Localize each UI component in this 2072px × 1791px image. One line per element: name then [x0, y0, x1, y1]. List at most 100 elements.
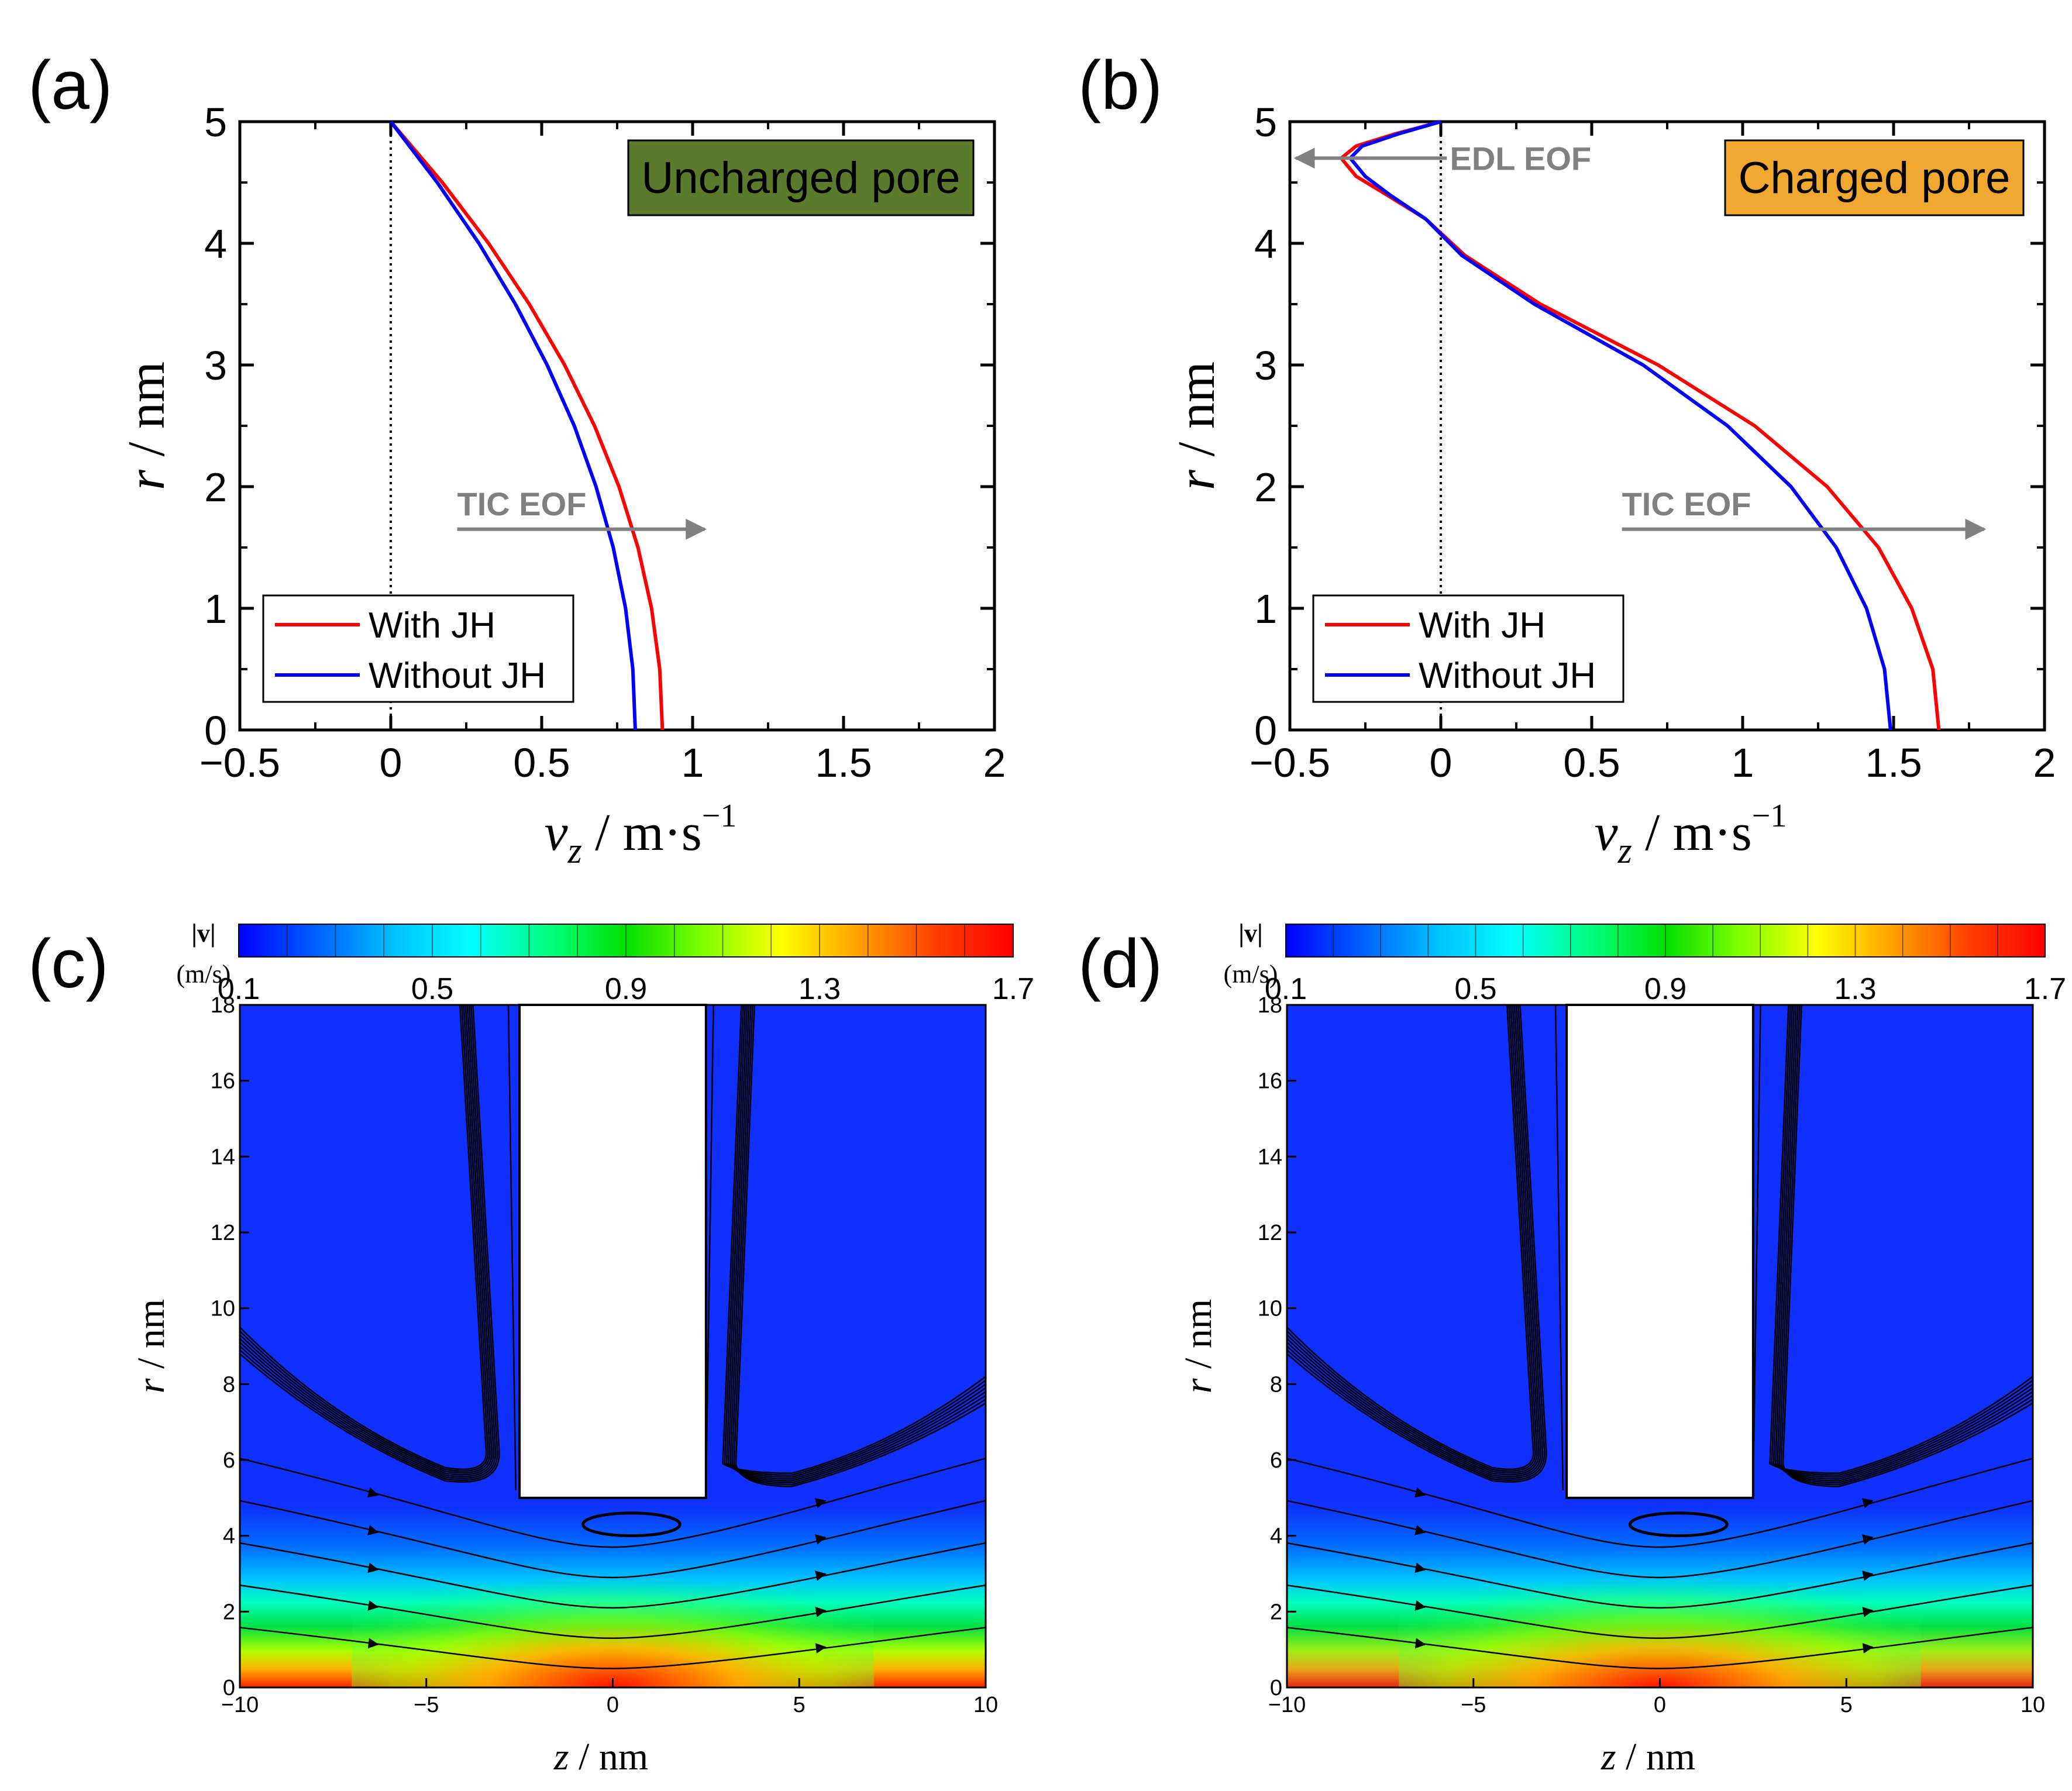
streamline: [1286, 1542, 2033, 1609]
streamline-bundle-left: [1286, 1004, 1540, 1476]
streamline: [239, 1627, 986, 1669]
streamline-arrow: [815, 1643, 827, 1654]
streamlines: [239, 1004, 986, 1669]
legend-entry: With JH: [369, 605, 495, 646]
x-tick-label: 0: [607, 1693, 619, 1717]
x-axis-subscript: z: [1617, 831, 1632, 871]
series-line-with-jh: [389, 120, 665, 731]
x-axis-symbol: v: [1595, 804, 1618, 862]
y-axis-symbol: r: [1177, 1378, 1220, 1393]
y-tick-label: 5: [204, 99, 227, 145]
wall-streamline: [507, 1004, 517, 1490]
x-tick-label: 0.5: [1563, 740, 1620, 786]
y-tick-label: 0: [204, 708, 227, 753]
membrane-wall: [1565, 1004, 1754, 1499]
streamline-bundle-right: [722, 1004, 986, 1474]
y-axis-symbol: r: [1168, 469, 1226, 490]
x-axis-symbol: v: [545, 804, 568, 862]
x-tick-label: −0.5: [199, 740, 280, 786]
streamline-bundle-left: [1286, 1004, 1538, 1474]
streamline: [239, 1542, 986, 1609]
streamline: [1286, 1627, 2033, 1669]
y-tick-label: 14: [211, 1145, 235, 1169]
streamline-bundle-left: [239, 1004, 493, 1476]
y-axis-unit: / nm: [130, 1299, 173, 1379]
x-axis-subscript: z: [567, 831, 582, 871]
y-tick-label: 3: [204, 343, 227, 388]
y-tick-label: 4: [1270, 1524, 1282, 1549]
y-tick-label: 16: [1258, 1069, 1282, 1094]
streamline-bundle-left: [1286, 1004, 1546, 1481]
legend-entry: Without JH: [1419, 656, 1596, 696]
y-tick-label: 6: [223, 1448, 235, 1473]
y-axis-symbol: r: [118, 469, 175, 490]
y-tick-label: 8: [1270, 1372, 1282, 1397]
streamline-arrow: [367, 1562, 379, 1573]
streamline-arrow: [815, 1607, 827, 1617]
panel-a-letter: (a): [28, 47, 112, 124]
x-tick-label: 2: [2033, 740, 2056, 786]
membrane-wall: [518, 1004, 707, 1499]
streamline-bundle-left: [239, 1004, 487, 1470]
x-tick-label: 1: [1732, 740, 1754, 786]
streamline-arrow: [1414, 1487, 1426, 1498]
colorbar-tick-label: 1.3: [798, 972, 841, 1006]
y-tick-label: 0: [223, 1676, 235, 1700]
wall-streamline: [1554, 1004, 1564, 1490]
x-axis-unit: / nm: [569, 1735, 649, 1778]
y-axis-unit: / nm: [1177, 1299, 1220, 1379]
x-tick-label: 0: [1430, 740, 1453, 786]
x-tick-label: 10: [2021, 1693, 2045, 1717]
colorbar-tick-label: 0.5: [1454, 972, 1496, 1006]
streamlines: [1286, 1004, 2033, 1669]
streamline-bundle-left: [1286, 1004, 1536, 1472]
wall-streamline: [1752, 1004, 1761, 1490]
streamline-arrow: [1862, 1607, 1874, 1617]
colorbar-unit: (m/s): [177, 960, 231, 989]
streamline-bundle-left: [239, 1004, 498, 1481]
x-tick-label: −5: [414, 1693, 439, 1717]
streamline-arrow: [815, 1534, 827, 1545]
y-tick-label: 12: [1258, 1221, 1282, 1245]
y-tick-label: 10: [211, 1297, 235, 1321]
y-tick-label: 1: [1254, 586, 1277, 632]
y-axis-symbol: r: [130, 1378, 173, 1393]
y-tick-label: 18: [1258, 993, 1282, 1018]
streamline-bundle-left: [239, 1004, 489, 1472]
x-tick-label: 1.5: [1865, 740, 1922, 786]
y-axis-label: r / nm: [130, 1299, 173, 1393]
y-tick-label: 12: [211, 1221, 235, 1245]
panel-d-plot-area: 0.1 0.5 0.9 1.3 1.7 |v| (m/s) −10 −5 0 5 10 0 2 4 6 8 10 1…: [1177, 919, 2066, 1778]
x-tick-label: −5: [1461, 1693, 1486, 1717]
streamline-arrow: [1861, 1498, 1874, 1508]
y-tick-label: 3: [1254, 343, 1277, 388]
streamline: [1286, 1500, 2033, 1579]
y-axis-unit: / nm: [1168, 361, 1226, 470]
edl-eof-label: EDL EOF: [1450, 140, 1591, 177]
legend-box: [262, 594, 574, 703]
streamline-bundle-right: [1774, 1004, 2033, 1480]
streamline-bundle-right: [1772, 1004, 2033, 1478]
y-axis-label: r / nm: [118, 361, 175, 490]
y-tick-label: 4: [223, 1524, 235, 1549]
x-tick-label: 10: [973, 1693, 998, 1717]
panel-b-letter: (b): [1078, 47, 1162, 124]
streamline-bundle-left: [1286, 1004, 1544, 1479]
streamline-arrow: [367, 1487, 379, 1498]
streamline-arrow: [367, 1525, 379, 1535]
colorbar-tick-label: 1.7: [2024, 972, 2066, 1006]
streamline-bundle-left: [1286, 1004, 1547, 1483]
x-tick-label: 2: [983, 740, 1006, 786]
streamline-bundle-right: [724, 1004, 986, 1476]
x-tick-label: −10: [221, 1693, 259, 1717]
series-line-without-jh: [389, 120, 637, 731]
x-axis-label: z / nm: [1601, 1735, 1695, 1778]
streamline-bundle-left: [1286, 1004, 1542, 1477]
vortex-ring: [581, 1511, 682, 1538]
streamline: [1286, 1585, 2033, 1639]
y-tick-label: 6: [1270, 1448, 1282, 1473]
x-tick-label: 0: [380, 740, 402, 786]
y-tick-label: 18: [211, 993, 235, 1018]
